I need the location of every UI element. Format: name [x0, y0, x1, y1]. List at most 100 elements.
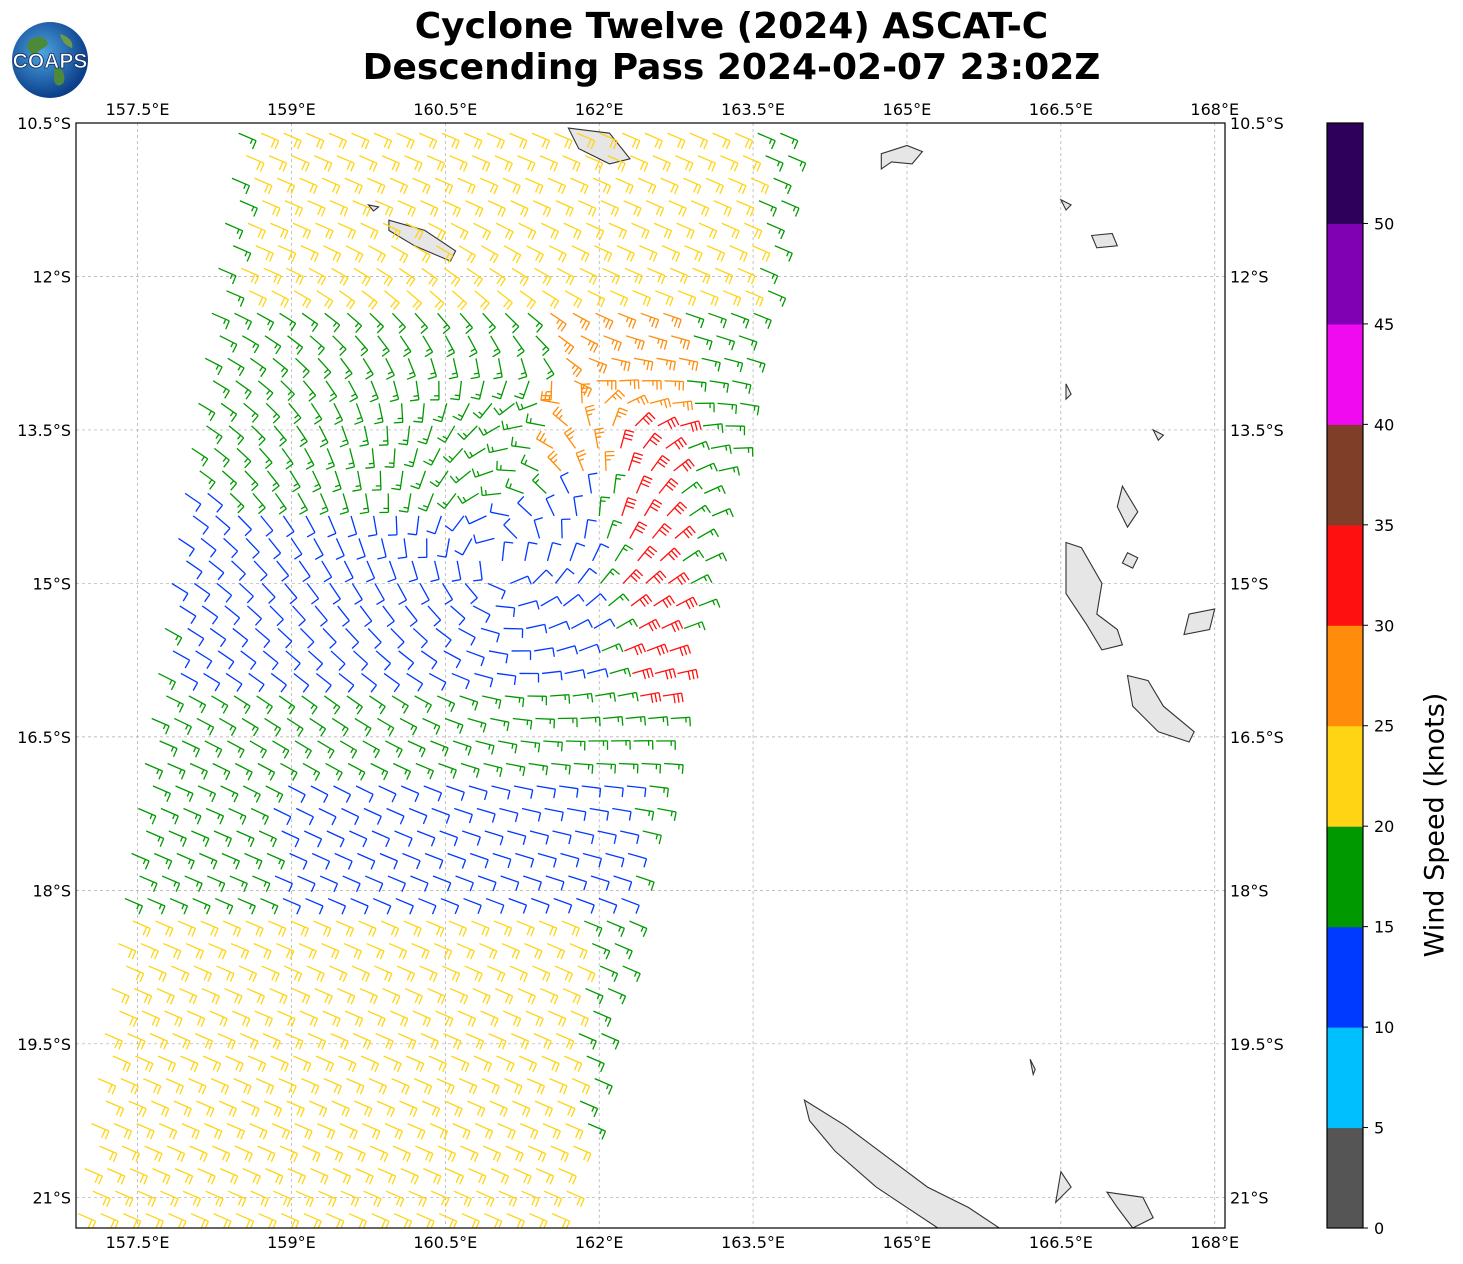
wind-barb [284, 200, 304, 217]
colorbar-label: Wind Speed (knots) [1419, 692, 1451, 958]
wind-barb [657, 416, 680, 430]
wind-barb [510, 1033, 530, 1050]
wind-barb [193, 582, 211, 603]
wind-barb [299, 1010, 319, 1028]
wind-barb [640, 691, 662, 704]
island [1090, 232, 1119, 249]
wind-barb [472, 987, 491, 1005]
wind-barb [332, 335, 347, 357]
wind-barb [601, 643, 624, 653]
wind-barb [213, 1213, 232, 1228]
wind-barb [233, 695, 251, 715]
lon-tick-bottom: 162°E [575, 1233, 624, 1252]
wind-barb [217, 1033, 236, 1050]
wind-barb [675, 155, 694, 172]
wind-barb [407, 740, 426, 758]
wind-barb [167, 762, 186, 780]
wind-barb [620, 830, 640, 845]
wind-barb [657, 807, 677, 822]
wind-barb [562, 155, 581, 172]
wind-barb [351, 965, 370, 983]
wind-barb [273, 425, 287, 447]
wind-barb [337, 605, 350, 627]
lon-tick-top: 157.5°E [106, 100, 170, 119]
plot-frame [75, 122, 1226, 1229]
wind-barb [526, 623, 548, 634]
wind-barb [373, 132, 393, 150]
coaps-logo: COAPS [12, 22, 88, 98]
wind-barb [77, 1213, 97, 1228]
wind-barb [569, 542, 586, 562]
wind-barb [510, 436, 531, 450]
wind-barb [603, 335, 622, 352]
wind-barb [330, 650, 346, 671]
wind-barb [314, 987, 333, 1005]
wind-barb [633, 357, 654, 371]
wind-barb [223, 537, 239, 559]
wind-barb [236, 830, 255, 848]
wind-barb [564, 669, 586, 679]
wind-barb [307, 1033, 327, 1050]
wind-barb [481, 245, 499, 264]
wind-barb [224, 987, 243, 1005]
wind-barb [439, 830, 459, 847]
wind-barb [480, 486, 502, 497]
wind-barb [152, 785, 171, 803]
wind-barb [246, 155, 265, 172]
wind-barb [204, 1123, 223, 1140]
wind-barb [486, 132, 505, 150]
wind-barb [621, 897, 640, 914]
colorbar-tick-label: 20 [1374, 817, 1394, 836]
wind-barb [342, 875, 361, 893]
wind-barb [276, 560, 290, 582]
wind-barb [585, 593, 607, 607]
wind-barb [640, 312, 660, 329]
wind-barb [486, 443, 508, 454]
wind-barb [92, 1190, 111, 1208]
wind-barb [266, 852, 286, 870]
wind-barb [360, 222, 379, 240]
wind-barb [183, 807, 202, 825]
wind-barb [563, 222, 582, 240]
wind-barb [271, 290, 290, 308]
wind-barb [533, 516, 543, 539]
wind-barb [264, 717, 282, 737]
wind-barb [254, 177, 273, 195]
wind-barb [387, 515, 398, 536]
wind-barb [520, 1123, 539, 1140]
wind-barb [319, 875, 339, 893]
wind-barb [451, 1055, 470, 1073]
wind-barb [571, 245, 590, 263]
wind-barb [661, 245, 681, 262]
colorbar-tick-label: 15 [1374, 918, 1394, 937]
wind-barb [539, 155, 558, 172]
wind-barb [543, 357, 555, 380]
wind-barb [145, 830, 165, 848]
wind-barb [239, 200, 258, 217]
wind-barb [577, 567, 598, 584]
lat-tick-right: 21°S [1230, 1188, 1269, 1207]
wind-barb [263, 267, 282, 285]
wind-barb [457, 1010, 477, 1028]
wind-barb [543, 1190, 563, 1208]
wind-barb [460, 1145, 479, 1163]
wind-barb [405, 222, 424, 241]
wind-barb [271, 1123, 291, 1140]
wind-barb [184, 875, 203, 893]
wind-barb [282, 515, 295, 538]
wind-barb [467, 717, 487, 733]
island [1121, 551, 1139, 569]
wind-barb [451, 290, 468, 311]
wind-barb [646, 643, 669, 656]
wind-barb [642, 830, 662, 845]
wind-barb [220, 785, 239, 803]
island [1105, 1191, 1154, 1228]
wind-barb [426, 515, 442, 535]
wind-barb [444, 717, 464, 734]
wind-barb [463, 897, 482, 915]
wind-barb [487, 965, 506, 983]
wind-barb [220, 402, 238, 422]
lon-tick-top: 160.5°E [413, 100, 477, 119]
wind-barb [219, 717, 237, 737]
wind-barb [562, 593, 585, 607]
